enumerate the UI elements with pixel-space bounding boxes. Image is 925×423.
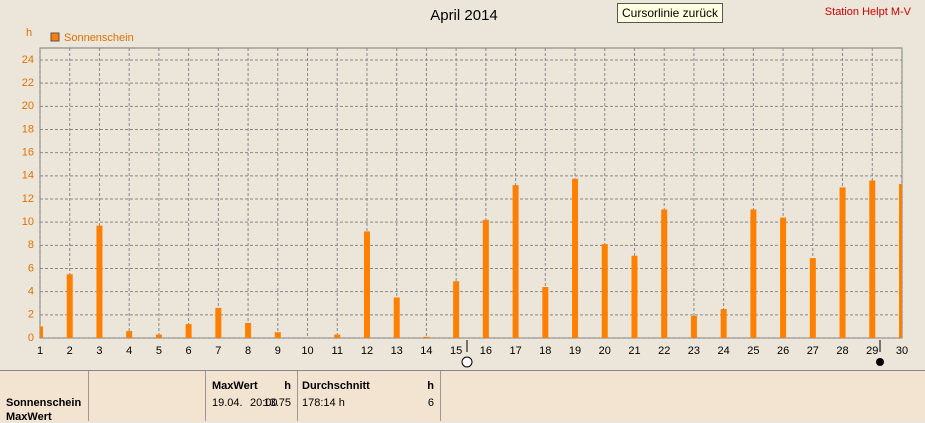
cursor-reset-button[interactable]: Cursorlinie zurück bbox=[617, 3, 724, 23]
summary-panel: Sonnenschein MaxWert MaxWert h 19.04. 20… bbox=[0, 370, 925, 423]
full-moon-icon bbox=[461, 356, 473, 368]
bar bbox=[482, 219, 489, 338]
bar bbox=[750, 209, 757, 338]
bar bbox=[512, 185, 519, 338]
x-tick-label: 8 bbox=[245, 345, 251, 357]
x-tick-label: 19 bbox=[569, 345, 581, 357]
x-tick-label: 29 bbox=[866, 345, 878, 357]
bar bbox=[661, 209, 668, 338]
x-tick-label: 15 bbox=[450, 345, 462, 357]
max-time: 20:00 bbox=[250, 397, 278, 409]
avg-unit: h bbox=[427, 380, 434, 392]
x-tick-label: 27 bbox=[807, 345, 819, 357]
row-label: MaxWert bbox=[6, 411, 52, 423]
bar bbox=[96, 225, 103, 338]
y-tick-label: 16 bbox=[22, 147, 34, 159]
x-tick-label: 18 bbox=[539, 345, 551, 357]
chart: April 2014 h Sonnenschein 02468101214161… bbox=[22, 7, 908, 368]
bar bbox=[780, 217, 787, 338]
y-tick-label: 12 bbox=[22, 193, 34, 205]
x-tick-label: 14 bbox=[420, 345, 432, 357]
x-tick-label: 30 bbox=[896, 345, 908, 357]
x-tick-label: 1 bbox=[37, 345, 43, 357]
y-tick-label: 4 bbox=[28, 286, 34, 298]
plot-frame bbox=[39, 47, 903, 339]
bar bbox=[274, 332, 281, 338]
bar bbox=[185, 324, 192, 338]
x-tick-label: 3 bbox=[96, 345, 102, 357]
avg-total: 178:14 h bbox=[302, 397, 345, 409]
y-tick-label: 22 bbox=[22, 77, 34, 89]
station-name: Station Helpt M-V bbox=[824, 6, 911, 18]
max-cell: MaxWert h 19.04. 20:00 13.75 bbox=[206, 371, 298, 421]
bar bbox=[363, 231, 370, 338]
y-tick-label: 20 bbox=[22, 100, 34, 112]
x-tick-label: 16 bbox=[480, 345, 492, 357]
max-date: 19.04. bbox=[212, 397, 243, 409]
legend-label: Sonnenschein bbox=[64, 32, 134, 44]
x-tick-label: 12 bbox=[361, 345, 373, 357]
x-tick-label: 10 bbox=[301, 345, 313, 357]
x-tick-label: 6 bbox=[186, 345, 192, 357]
bar bbox=[215, 307, 222, 338]
row-label-cell: Sonnenschein MaxWert bbox=[0, 371, 89, 423]
bar bbox=[66, 274, 73, 338]
bar bbox=[542, 287, 549, 338]
x-tick-label: 22 bbox=[658, 345, 670, 357]
y-tick-label: 10 bbox=[22, 216, 34, 228]
max-header: MaxWert bbox=[212, 380, 258, 392]
avg-value: 6 bbox=[427, 397, 434, 409]
avg-header: Durchschnitt bbox=[302, 380, 370, 392]
x-tick-label: 13 bbox=[391, 345, 403, 357]
empty-cell bbox=[89, 371, 206, 421]
bar bbox=[40, 326, 43, 338]
x-tick-label: 4 bbox=[126, 345, 132, 357]
max-value: 13.75 bbox=[263, 397, 291, 409]
y-tick-label: 6 bbox=[28, 262, 34, 274]
bar bbox=[690, 315, 697, 338]
bar bbox=[572, 178, 579, 338]
x-tick-label: 17 bbox=[509, 345, 521, 357]
bar bbox=[720, 309, 727, 338]
y-tick-label: 18 bbox=[22, 123, 34, 135]
x-tick-label: 25 bbox=[747, 345, 759, 357]
bar bbox=[155, 334, 162, 338]
chart-title: April 2014 bbox=[430, 7, 498, 24]
bar bbox=[453, 281, 460, 338]
legend-swatch bbox=[50, 32, 60, 42]
y-tick-label: 14 bbox=[22, 170, 34, 182]
row-label: Sonnenschein bbox=[6, 397, 82, 409]
x-tick-label: 9 bbox=[275, 345, 281, 357]
max-unit: h bbox=[284, 380, 291, 392]
x-tick-label: 2 bbox=[67, 345, 73, 357]
y-tick-label: 24 bbox=[22, 54, 34, 66]
bar bbox=[423, 336, 430, 338]
x-tick-label: 21 bbox=[628, 345, 640, 357]
x-tick-label: 11 bbox=[332, 345, 343, 357]
x-tick-label: 20 bbox=[599, 345, 611, 357]
y-tick-label: 2 bbox=[28, 309, 34, 321]
bar bbox=[631, 255, 638, 338]
bar bbox=[334, 334, 341, 338]
bar bbox=[809, 258, 816, 338]
bar bbox=[601, 244, 608, 338]
y-tick-label: 0 bbox=[28, 332, 34, 344]
x-tick-label: 24 bbox=[718, 345, 730, 357]
new-moon-icon bbox=[876, 358, 884, 366]
x-tick-label: 7 bbox=[215, 345, 221, 357]
x-tick-label: 26 bbox=[777, 345, 789, 357]
bar bbox=[126, 331, 133, 338]
x-tick-label: 5 bbox=[156, 345, 162, 357]
avg-cell: Durchschnitt h 178:14 h 6 bbox=[298, 371, 441, 421]
x-tick-label: 23 bbox=[688, 345, 700, 357]
bar bbox=[245, 322, 252, 338]
y-tick-label: 8 bbox=[28, 239, 34, 251]
x-tick-label: 28 bbox=[836, 345, 848, 357]
bar bbox=[839, 187, 846, 338]
unit-label: h bbox=[26, 27, 32, 39]
bar bbox=[899, 183, 902, 338]
bar bbox=[393, 297, 400, 338]
bar bbox=[869, 180, 876, 338]
